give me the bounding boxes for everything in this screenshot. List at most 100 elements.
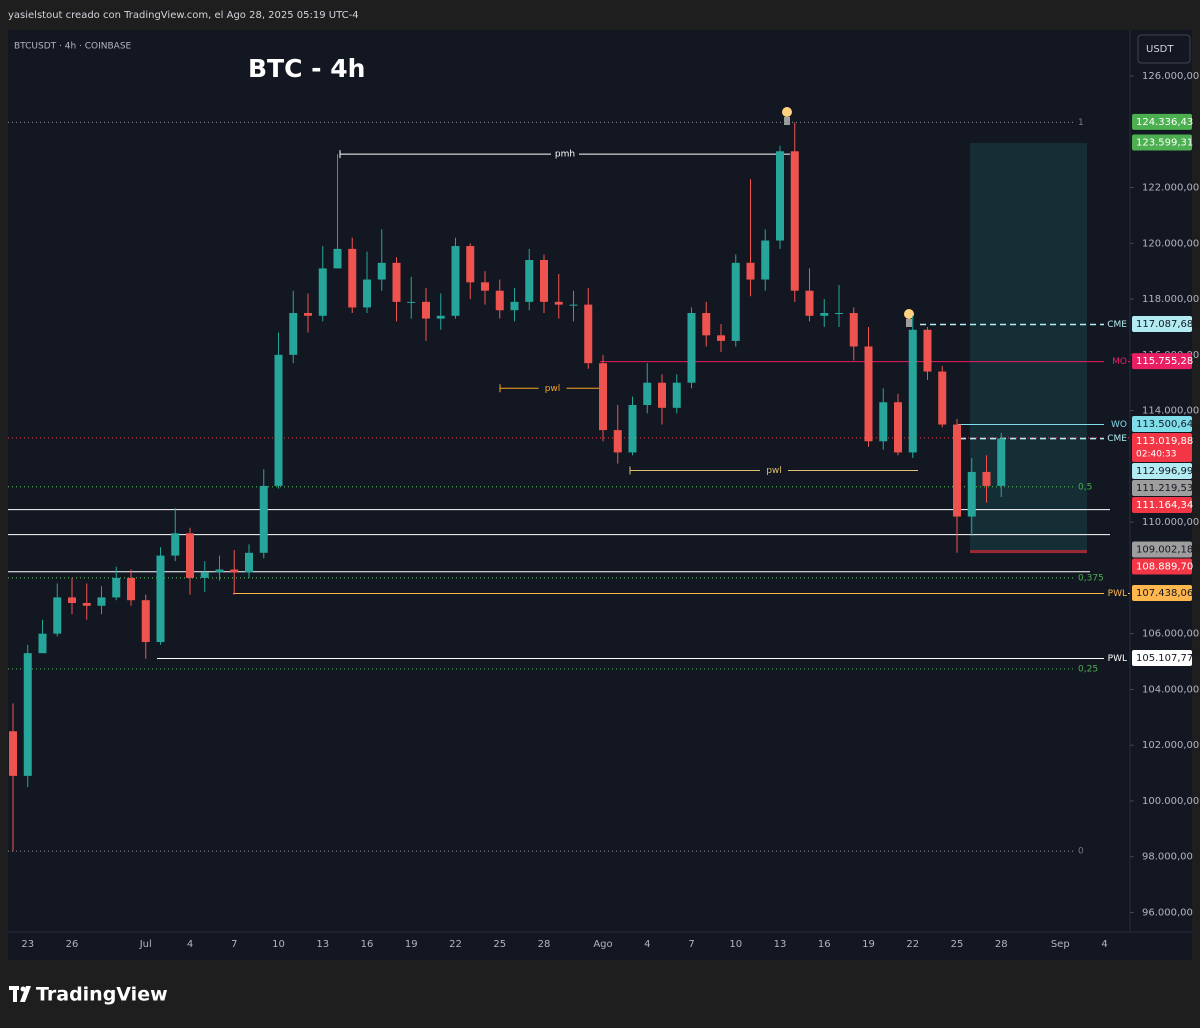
level-tag: MO [1112, 357, 1127, 367]
annotation-bg [538, 382, 567, 395]
candle-body [451, 246, 460, 316]
candle-body [894, 402, 902, 453]
candle-body [422, 301, 430, 319]
y-tick-label: 110.000,00 [1142, 517, 1199, 528]
fib-label: 0,5 [1078, 482, 1092, 492]
candle-body [289, 313, 298, 355]
price-label: 111.219,53 [1136, 483, 1193, 494]
x-tick-label: 22 [449, 939, 462, 950]
candle-body [643, 382, 652, 406]
position-target-zone [970, 142, 1087, 550]
price-label-bg [1132, 558, 1192, 575]
fib-label: 0,25 [1078, 664, 1098, 674]
candle-body [245, 552, 253, 573]
currency[interactable]: USDT [1146, 44, 1174, 55]
fib-label: 1 [1078, 118, 1084, 128]
candle-body [171, 533, 180, 556]
x-tick-label: 22 [906, 939, 919, 950]
position-stop-zone [970, 549, 1087, 554]
price-label: 108.889,70 [1136, 561, 1193, 572]
candle-body [569, 304, 578, 306]
tag-bg [1104, 318, 1128, 331]
x-tick-label: 4 [644, 939, 650, 950]
y-tick-label: 122.000,00 [1142, 183, 1199, 194]
x-tick-label: 28 [995, 939, 1008, 950]
tag-bg [1104, 432, 1128, 445]
candle-body [215, 569, 224, 573]
annotation-label: pwl [545, 384, 561, 394]
price-label-bg [1132, 353, 1192, 370]
x-tick-label: 25 [493, 939, 506, 950]
candle-body [731, 262, 740, 341]
candle-body [304, 313, 312, 316]
idea-icon [904, 309, 914, 327]
candle-body [348, 248, 357, 308]
candle-body [97, 597, 106, 606]
candle-body [864, 346, 873, 442]
candle-body [82, 602, 91, 606]
level-tag: PWL [1108, 654, 1127, 664]
candle-body [38, 633, 47, 654]
y-tick-label: 126.000,00 [1142, 71, 1199, 82]
price-label-bg [1132, 480, 1192, 497]
price-label: 107.438,06 [1136, 588, 1193, 599]
currency-box[interactable] [1137, 34, 1191, 64]
price-label: 111.164,34 [1136, 500, 1193, 511]
candle-body [584, 304, 593, 364]
candle-body [849, 313, 858, 347]
y-tick-label: 114.000,00 [1142, 406, 1199, 417]
price-label-bg [1132, 585, 1192, 602]
fib-label: 0 [1078, 847, 1084, 857]
x-tick-label: 16 [818, 939, 831, 950]
x-tick-label: 7 [231, 939, 237, 950]
idea-icon [782, 107, 792, 125]
annotation-bg [760, 464, 788, 477]
header-text: yasielstout creado con TradingView.com, … [8, 10, 359, 21]
fib-label: 0,375 [1078, 573, 1104, 583]
x-tick-label: 19 [405, 939, 418, 950]
candle-body [510, 301, 519, 311]
candle-body [259, 485, 268, 553]
candle-body [53, 597, 62, 634]
tag-bg [1104, 418, 1128, 431]
x-tick-label: Ago [593, 939, 612, 950]
brand: TradingView [36, 984, 168, 1006]
candle-body [112, 577, 121, 598]
candle-body [790, 151, 799, 291]
price-label-bg [1132, 463, 1192, 480]
candle-body [377, 262, 386, 280]
y-tick-label: 98.000,00 [1142, 852, 1193, 863]
x-tick-label: 13 [774, 939, 787, 950]
plot: 126.000,00 122.000,00 120.000,00 118.000,00… [8, 71, 1199, 950]
candle-body [908, 329, 917, 453]
price-label-bg [1132, 541, 1192, 558]
level-tag: CME [1107, 320, 1127, 330]
x-tick-label: 10 [272, 939, 285, 950]
candle-body [481, 282, 489, 291]
candle-body [658, 382, 666, 408]
candle-body [495, 290, 504, 311]
candle-body [967, 471, 976, 517]
y-tick-label: 100.000,00 [1142, 796, 1199, 807]
x-tick-label: 26 [66, 939, 79, 950]
candle-body [805, 290, 814, 316]
candle-body [923, 329, 932, 372]
annotation-label: pmh [555, 150, 575, 160]
y-tick-label: 106.000,00 [1142, 629, 1199, 640]
candle-body [525, 260, 534, 302]
price-label-bg [1132, 650, 1192, 667]
candle-body [127, 577, 135, 601]
tag-bg [1104, 652, 1128, 665]
x-tick-label: 23 [21, 939, 34, 950]
annotation-label: pwl [766, 466, 782, 476]
candle-body [672, 382, 681, 408]
annotation-bg [551, 148, 579, 161]
candle-body [141, 600, 150, 643]
x-tick-label: 13 [316, 939, 329, 950]
y-tick-label: 118.000,00 [1142, 294, 1199, 305]
candle-body [68, 597, 76, 603]
x-tick-label: 16 [361, 939, 374, 950]
price-label: 112.996,99 [1136, 466, 1193, 477]
candle-body [230, 569, 239, 573]
candle-body [879, 402, 888, 442]
